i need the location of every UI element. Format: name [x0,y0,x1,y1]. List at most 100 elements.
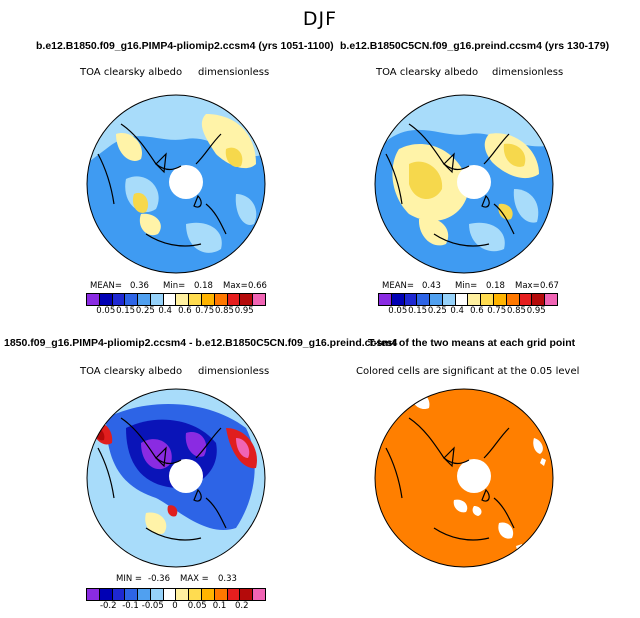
panel-2-colorbar-tick-label: 0.25 [427,306,447,316]
panel-1-colorbar-swatch [87,294,100,305]
panel-3-colorbar-tick-label: -0.05 [141,601,164,611]
panel-3-polar-map [86,388,266,568]
panel-3-title: 1850.f09_g16.PIMP4-pliomip2.ccsm4 - b.e1… [4,337,398,349]
panel-3-min-label: MIN = [116,574,143,584]
panel-3-colorbar-tick-label: 0.1 [212,601,227,611]
panel-1-variable: TOA clearsky albedo [80,67,183,78]
panel-3-min-value: -0.36 [148,574,170,584]
panel-3-variable: TOA clearsky albedo [80,366,183,377]
panel-1-units: dimensionless [198,67,270,78]
panel-1-colorbar-swatch [189,294,203,305]
panel-1-colorbar-swatch [253,294,265,305]
panel-1-colorbar-tick-label: 0.15 [116,306,136,316]
panel-3-colorbar-swatch [112,589,126,600]
panel-3-colorbar-swatch [253,589,265,600]
panel-3-colorbar-ticks: -0.2 -0.1 -0.05 0 0.05 0.1 0.2 [86,601,264,613]
panel-3-colorbar-swatch [125,589,139,600]
panel-3-colorbar-tick-label: -0.1 [122,601,139,611]
panel-3-colorbar-swatch [99,589,113,600]
panel-1-colorbar-swatch [112,294,126,305]
panel-2-colorbar-tick-label: 0.05 [388,306,408,316]
panel-2-colorbar-swatch [455,294,469,305]
panel-2-colorbar-swatch [506,294,520,305]
panel-2-colorbar-swatch [430,294,443,305]
panel-1-mean-value: 0.36 [130,281,149,291]
panel-2-colorbar-tick-label: 0.6 [470,306,484,316]
panel-3-colorbar-swatch [189,589,203,600]
panel-1-min-value: 0.18 [194,281,213,291]
panel-2-max-label: Max= [515,281,540,291]
panel-2-colorbar-swatch [391,294,405,305]
panel-2-polar-map [374,94,554,274]
panel-1-colorbar-ticks: 0.05 0.15 0.25 0.4 0.6 0.75 0.85 0.95 [86,306,264,318]
panel-2-colorbar-swatch [417,294,431,305]
panel-1-colorbar-swatch [240,294,254,305]
panel-1-colorbar-swatch [150,294,164,305]
panel-2-colorbar-swatch [481,294,495,305]
panel-2-min-label: Min= [455,281,478,291]
figure-title: DJF [302,8,338,30]
panel-1-max-value: 0.66 [248,281,267,291]
panel-2-colorbar-swatch [468,294,482,305]
panel-1-colorbar-swatch [125,294,139,305]
panel-1-colorbar-swatch [176,294,190,305]
panel-3-colorbar-tick-label: 0 [172,601,178,611]
panel-1-colorbar-swatch [138,294,151,305]
panel-1-colorbar [86,293,266,306]
panel-3-max-label: MAX = [180,574,209,584]
panel-2-min-value: 0.18 [486,281,505,291]
panel-2-variable: TOA clearsky albedo [376,67,479,78]
panel-2-colorbar-tick-label: 0.85 [506,306,526,316]
panel-1-min-label: Min= [163,281,186,291]
panel-3-colorbar-swatch [87,589,100,600]
panel-1-colorbar-swatch [202,294,215,305]
panel-2-mean-value: 0.43 [422,281,441,291]
panel-3-colorbar-tick-label: 0.05 [187,601,207,611]
panel-3-colorbar-swatch [150,589,164,600]
panel-3-colorbar-swatch [240,589,254,600]
panel-2-colorbar-swatch [379,294,392,305]
panel-2-colorbar-ticks: 0.05 0.15 0.25 0.4 0.6 0.75 0.85 0.95 [378,306,556,318]
panel-3-colorbar-swatch [227,589,241,600]
panel-3-colorbar-swatch [214,589,228,600]
panel-3-units: dimensionless [198,366,270,377]
panel-3-colorbar-swatch [176,589,190,600]
panel-1-colorbar-swatch [163,294,177,305]
panel-2-colorbar-tick-label: 0.15 [408,306,428,316]
panel-2-colorbar-swatch [442,294,456,305]
panel-1-colorbar-swatch [214,294,228,305]
panel-1-colorbar-tick-label: 0.05 [96,306,116,316]
panel-2-title: b.e12.B1850C5CN.f09_g16.preind.ccsm4 (yr… [340,40,610,52]
panel-1-colorbar-swatch [99,294,113,305]
panel-1-colorbar-tick-label: 0.95 [234,306,254,316]
panel-2-mean-label: MEAN= [382,281,414,291]
panel-1-title: b.e12.B1850.f09_g16.PIMP4-pliomip2.ccsm4… [36,40,334,52]
panel-4-polar-map [374,388,554,568]
panel-3-max-value: 0.33 [218,574,237,584]
panel-2-colorbar-swatch [494,294,507,305]
panel-2-max-value: 0.67 [540,281,559,291]
panel-1-colorbar-tick-label: 0.85 [214,306,234,316]
panel-3-colorbar-swatch [138,589,151,600]
panel-1-colorbar-tick-label: 0.4 [158,306,172,316]
panel-1-colorbar-tick-label: 0.75 [195,306,215,316]
panel-1-polar-map [86,94,266,274]
panel-4-note: Colored cells are significant at the 0.0… [356,366,580,377]
panel-1-colorbar-tick-label: 0.6 [178,306,192,316]
panel-2-colorbar-swatch [404,294,418,305]
panel-2-colorbar-tick-label: 0.95 [526,306,546,316]
panel-3-colorbar-tick-label: -0.2 [99,601,117,611]
panel-1-max-label: Max= [223,281,248,291]
panel-3-colorbar-swatch [202,589,215,600]
panel-3-colorbar-swatch [163,589,177,600]
panel-4-title: T-test of the two means at each grid poi… [368,337,576,349]
panel-2-colorbar-tick-label: 0.4 [450,306,464,316]
panel-1-colorbar-swatch [227,294,241,305]
panel-2-colorbar-tick-label: 0.75 [487,306,507,316]
panel-2-colorbar-swatch [519,294,533,305]
panel-2-colorbar [378,293,558,306]
panel-2-colorbar-swatch [532,294,546,305]
panel-1-colorbar-tick-label: 0.25 [135,306,155,316]
panel-2-colorbar-swatch [545,294,557,305]
panel-1-mean-label: MEAN= [90,281,122,291]
